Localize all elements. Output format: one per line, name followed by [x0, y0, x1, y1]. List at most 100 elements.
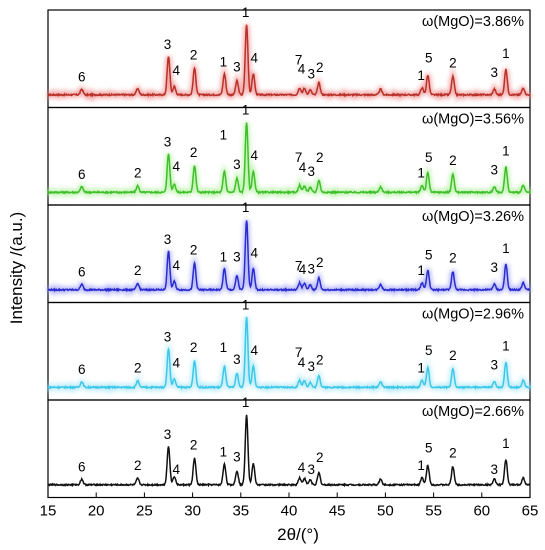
peak-label: 4	[172, 63, 180, 78]
peak-label: 6	[78, 459, 86, 474]
x-tick-label: 45	[329, 503, 346, 520]
peak-label: 2	[449, 153, 457, 168]
peak-label: 6	[78, 167, 86, 182]
series-label-5: ω(MgO)=2.66%	[422, 404, 524, 420]
peak-label: 1	[242, 297, 250, 312]
peak-label: 2	[449, 250, 457, 265]
peak-label: 2	[449, 55, 457, 70]
series-label-1: ω(MgO)=3.86%	[422, 14, 524, 30]
x-tick-label: 55	[425, 503, 442, 520]
x-tick-label: 60	[473, 503, 490, 520]
peak-label: 3	[233, 157, 241, 172]
series-glow-2	[45, 122, 533, 200]
peak-label: 2	[190, 243, 198, 258]
peak-label: 6	[78, 362, 86, 377]
peak-label: 6	[78, 264, 86, 279]
peak-label: 2	[134, 458, 142, 473]
series-label-2: ω(MgO)=3.56%	[422, 112, 524, 128]
peak-label: 2	[190, 145, 198, 160]
peak-label: 2	[316, 353, 324, 368]
peak-label: 1	[502, 144, 510, 159]
peak-label: 2	[190, 340, 198, 355]
peak-label: 5	[425, 343, 433, 358]
series-label-3: ω(MgO)=3.26%	[422, 209, 524, 225]
peak-label: 3	[164, 427, 172, 442]
x-axis-ticks: 15 20 25 30 35 40 45 50 55 60 65	[40, 492, 539, 520]
peak-label: 3	[307, 262, 315, 277]
peak-label: 3	[307, 359, 315, 374]
peak-label: 2	[449, 348, 457, 363]
peak-label: 4	[251, 245, 259, 260]
series-line-3	[47, 220, 531, 293]
x-tick-label: 25	[136, 503, 153, 520]
peak-label: 3	[307, 462, 315, 477]
peak-label: 4	[172, 159, 180, 174]
peak-label: 3	[164, 135, 172, 150]
peak-label: 4	[172, 462, 180, 477]
peak-label: 1	[220, 340, 228, 355]
peak-label: 4	[299, 160, 307, 175]
series-glow-3	[46, 220, 532, 298]
peak-label: 2	[190, 48, 198, 63]
peak-label: 5	[425, 440, 433, 455]
peak-label: 4	[172, 258, 180, 273]
peak-label: 3	[233, 352, 241, 367]
series-line-4	[47, 316, 531, 391]
peak-label: 3	[491, 358, 499, 373]
x-tick-label: 40	[281, 503, 298, 520]
peak-label: 3	[233, 250, 241, 265]
x-axis-title: 2θ/(°)	[277, 525, 319, 544]
peak-label: 7	[295, 53, 303, 68]
x-tick-label: 15	[40, 503, 57, 520]
peak-label: 1	[502, 436, 510, 451]
peak-label: 2	[316, 150, 324, 165]
x-tick-label: 50	[377, 503, 394, 520]
peak-label: 3	[491, 260, 499, 275]
peak-label: 1	[417, 458, 425, 473]
peak-label: 1	[220, 445, 228, 460]
peak-label: 7	[295, 345, 303, 360]
peak-label: 1	[502, 46, 510, 61]
peak-label: 3	[491, 163, 499, 178]
x-tick-label: 20	[88, 503, 105, 520]
peak-label: 2	[190, 438, 198, 453]
peak-label: 4	[251, 148, 259, 163]
peak-label: 4	[298, 355, 306, 370]
x-tick-label: 65	[522, 503, 539, 520]
peak-label: 2	[316, 255, 324, 270]
peak-label: 4	[172, 356, 180, 371]
peak-label: 1	[242, 5, 250, 20]
peak-label: 5	[425, 150, 433, 165]
peak-label: 7	[295, 259, 303, 274]
peak-label: 4	[251, 343, 259, 358]
series-label-4: ω(MgO)=2.96%	[422, 307, 524, 323]
peak-label: 2	[316, 60, 324, 75]
peak-label: 4	[251, 50, 259, 65]
peak-label: 1	[220, 55, 228, 70]
series-line-5	[47, 414, 531, 488]
peak-label: 4	[298, 62, 306, 77]
peak-label: 3	[307, 164, 315, 179]
peak-label: 6	[78, 69, 86, 84]
peak-label: 3	[164, 232, 172, 247]
peak-label: 3	[491, 65, 499, 80]
peak-label: 4	[298, 460, 306, 475]
peak-label: 3	[233, 60, 241, 75]
peak-label: 4	[299, 262, 307, 277]
peak-label: 5	[425, 50, 433, 65]
peak-label: 1	[242, 395, 250, 410]
peak-label: 5	[425, 248, 433, 263]
peak-label: 1	[242, 102, 250, 117]
peak-label: 2	[449, 445, 457, 460]
peak-label: 1	[242, 200, 250, 215]
peak-label: 3	[491, 462, 499, 477]
series-line-2	[47, 122, 531, 196]
x-tick-label: 30	[184, 503, 201, 520]
peak-label: 2	[316, 450, 324, 465]
